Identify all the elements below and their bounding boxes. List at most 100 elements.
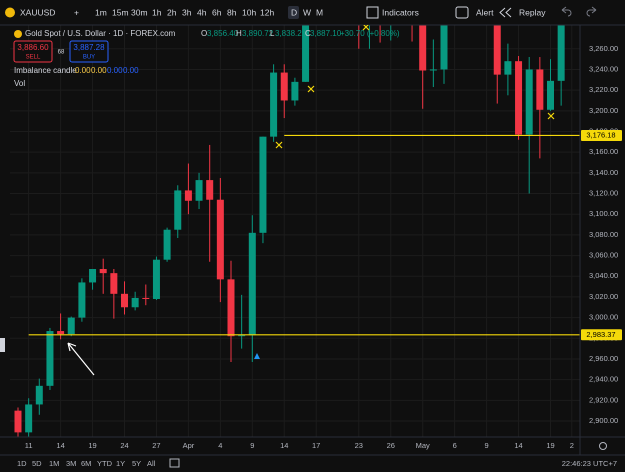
grid: [10, 25, 580, 437]
candle-body: [46, 331, 54, 386]
timeframe-button[interactable]: 8h: [227, 7, 237, 17]
candle-body: [174, 190, 182, 230]
candle-body: [110, 273, 118, 294]
timeframe-button[interactable]: 15m: [112, 7, 129, 17]
ohlc-key: L: [270, 29, 275, 38]
y-tick-label: 3,200.00: [589, 106, 618, 115]
replay-button[interactable]: Replay: [519, 7, 546, 17]
candle-body: [57, 331, 65, 335]
x-tick-label: 9: [250, 441, 254, 450]
undo[interactable]: [561, 6, 572, 17]
indicator-value: 0.00: [123, 66, 139, 75]
x-tick-label: Apr: [183, 441, 195, 450]
timeframe-button[interactable]: 1h: [152, 7, 162, 17]
axes: 2,900.002,920.002,940.002,960.002,980.00…: [25, 44, 622, 450]
candle-body: [536, 69, 544, 110]
candle-body: [89, 269, 97, 283]
indicator-value: 0.00: [91, 66, 107, 75]
add-symbol[interactable]: +: [74, 7, 79, 17]
timeframe-button[interactable]: 4h: [197, 7, 207, 17]
candle-body: [238, 335, 246, 337]
candle-body: [152, 259, 160, 299]
buy-label: BUY: [83, 55, 95, 61]
candle-body: [547, 80, 554, 110]
candle-body: [557, 25, 565, 81]
y-tick-label: 3,260.00: [589, 44, 618, 53]
timeframe-button[interactable]: 10h: [242, 7, 256, 17]
timeframe-button[interactable]: 12h: [260, 7, 274, 17]
legend-change: +30.70 (+0.80%): [340, 29, 400, 38]
timeframe-button[interactable]: W: [303, 7, 311, 17]
timeframe-button[interactable]: 30m: [131, 7, 148, 17]
range-button[interactable]: 1Y: [116, 459, 125, 468]
range-button[interactable]: 3M: [66, 459, 76, 468]
volume-label: Vol: [14, 79, 25, 88]
y-tick-label: 3,060.00: [589, 251, 618, 260]
ohlc-value: 3,890.72: [242, 29, 274, 38]
range-button[interactable]: All: [147, 459, 156, 468]
price-label: 2,983.37: [586, 330, 615, 339]
timeframe-button[interactable]: 1m: [95, 7, 107, 17]
top-toolbar: [0, 0, 625, 25]
x-tick-label: 23: [355, 441, 363, 450]
calendar-icon[interactable]: [169, 458, 180, 468]
symbol-icon: [5, 7, 15, 18]
ohlc-key: H: [236, 29, 242, 38]
timeframe-button[interactable]: 2h: [167, 7, 177, 17]
alert-button[interactable]: Alert: [476, 7, 494, 17]
candle-body: [280, 72, 288, 101]
legend-icon: [14, 30, 22, 38]
range-button[interactable]: 5D: [32, 459, 42, 468]
candle-body: [291, 81, 299, 101]
signal-markers: [275, 25, 555, 149]
y-tick-label: 2,900.00: [589, 416, 618, 425]
symbol[interactable]: XAUUSD: [20, 7, 55, 17]
clock: 22:46:23 UTC+7: [562, 459, 617, 468]
buy-signal: [254, 353, 260, 359]
plot: [14, 25, 580, 437]
indicator-value: 0.00: [75, 66, 91, 75]
settings-icon[interactable]: [599, 442, 607, 450]
price-label-box: [581, 329, 622, 341]
candle-body: [259, 136, 267, 233]
range-button[interactable]: YTD: [97, 459, 113, 468]
x-tick-label: 17: [312, 441, 320, 450]
indicators-button[interactable]: Indicators: [382, 7, 419, 17]
timeframe-button[interactable]: 3h: [182, 7, 192, 17]
candle-body: [227, 279, 235, 337]
x-tick-label: 26: [387, 441, 395, 450]
y-tick-label: 3,120.00: [589, 189, 618, 198]
y-tick-label: 2,940.00: [589, 375, 618, 384]
buy-price: 3,887.28: [73, 43, 105, 52]
candle-body: [429, 69, 437, 71]
range-button[interactable]: 1D: [17, 459, 27, 468]
legend-title: Gold Spot / U.S. Dollar · 1D · FOREX.com: [25, 29, 176, 38]
candle-body: [121, 293, 128, 308]
ohlc-value: 3,887.10: [310, 29, 342, 38]
buy-button[interactable]: [69, 40, 109, 63]
indicator-value: 0.00: [107, 66, 123, 75]
y-tick-label: 2,920.00: [589, 395, 618, 404]
timeframe-button[interactable]: 6h: [212, 7, 222, 17]
price-label: 3,176.18: [586, 130, 615, 139]
range-button[interactable]: 5Y: [132, 459, 141, 468]
range-button[interactable]: 6M: [81, 459, 91, 468]
x-tick-label: 9: [485, 441, 489, 450]
timeframe-button[interactable]: M: [316, 7, 323, 17]
x-tick-label: May: [416, 441, 430, 450]
range-button[interactable]: 1M: [49, 459, 59, 468]
alert-icon: [455, 6, 469, 19]
sell-button[interactable]: [13, 40, 53, 63]
sell-price: 3,886.60: [17, 43, 49, 52]
active-timeframe: [288, 6, 299, 19]
candle-body: [515, 61, 523, 135]
timeframe-button[interactable]: D: [291, 7, 297, 17]
x-tick-label: 6: [453, 441, 457, 450]
redo[interactable]: [586, 6, 597, 17]
left-toolbar-marker: [0, 338, 5, 352]
y-tick-label: 3,000.00: [589, 313, 618, 322]
arrow-drawing: [67, 342, 95, 376]
candle-body: [525, 69, 533, 135]
